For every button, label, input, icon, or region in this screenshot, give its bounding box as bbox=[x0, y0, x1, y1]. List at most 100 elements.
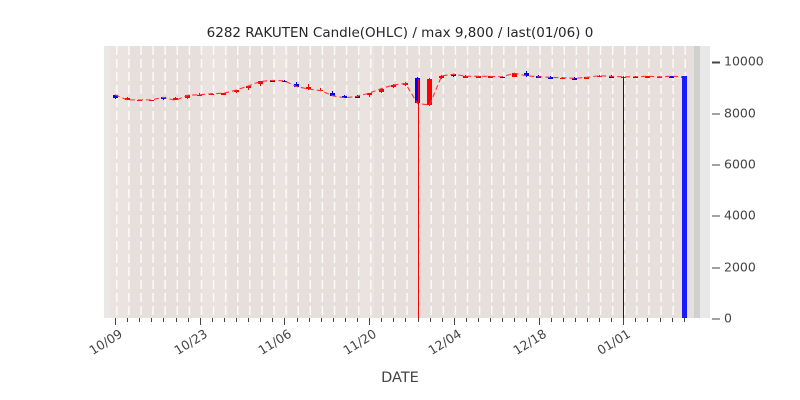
candle-body bbox=[342, 96, 348, 98]
x-axis-minor-tick bbox=[417, 318, 419, 322]
candle-body bbox=[608, 76, 614, 78]
x-axis-major-tick bbox=[369, 318, 371, 325]
shade-band bbox=[202, 46, 228, 318]
y-tick-text: 2000 bbox=[724, 259, 756, 275]
candle-body bbox=[463, 76, 469, 78]
red-vertical-marker bbox=[417, 79, 419, 318]
y-tick-text: 10000 bbox=[724, 53, 764, 69]
y-axis-tick-label: 4000 bbox=[712, 208, 756, 223]
candle-wick bbox=[320, 87, 322, 92]
candle-body bbox=[269, 80, 275, 82]
x-axis-minor-tick bbox=[223, 318, 225, 322]
x-axis-minor-tick bbox=[332, 318, 334, 322]
candle-body bbox=[560, 77, 566, 80]
x-axis-minor-tick bbox=[586, 318, 588, 322]
y-axis-tick-label: 2000 bbox=[712, 259, 756, 274]
candle-body bbox=[233, 90, 239, 93]
candle-body bbox=[136, 99, 142, 102]
left-gutter-band bbox=[104, 46, 110, 318]
y-tick-mark bbox=[712, 113, 720, 115]
right-gutter-band bbox=[700, 46, 710, 318]
candle-body bbox=[487, 76, 493, 78]
x-axis-tick-label: 11/20 bbox=[340, 326, 380, 358]
gridline-dash-mask bbox=[104, 46, 710, 318]
y-tick-text: 4000 bbox=[724, 207, 756, 223]
x-axis-minor-tick bbox=[405, 318, 407, 322]
x-axis-minor-tick bbox=[429, 318, 431, 322]
x-axis-tick-label: 11/06 bbox=[255, 326, 295, 358]
candle-body bbox=[221, 93, 227, 95]
candle-body bbox=[390, 85, 396, 88]
plot-area bbox=[104, 46, 710, 318]
x-axis-minor-tick bbox=[163, 318, 165, 322]
candle-body bbox=[511, 73, 517, 77]
y-axis-tick-label: 10000 bbox=[712, 54, 764, 69]
x-axis-minor-tick bbox=[236, 318, 237, 322]
candle-body bbox=[439, 75, 445, 78]
candle-body bbox=[523, 72, 529, 76]
candle-body bbox=[572, 78, 578, 80]
candle-body bbox=[197, 94, 203, 97]
candle-body bbox=[245, 86, 251, 89]
candle-body bbox=[427, 79, 433, 105]
y-axis-tick-label: 0 bbox=[712, 311, 732, 326]
x-axis-tick-label: 12/04 bbox=[425, 326, 464, 358]
x-axis-minor-tick bbox=[562, 318, 564, 322]
x-axis-minor-tick bbox=[308, 318, 310, 322]
x-axis-minor-tick bbox=[550, 318, 552, 322]
blue-vertical-marker bbox=[623, 76, 625, 318]
x-axis-minor-tick bbox=[127, 318, 129, 322]
x-axis-minor-tick bbox=[683, 318, 685, 322]
x-axis-tick-label: 10/09 bbox=[86, 326, 125, 358]
x-axis-label: DATE bbox=[381, 370, 419, 386]
candle-wick bbox=[622, 75, 624, 78]
x-axis-minor-tick bbox=[139, 318, 141, 322]
x-axis-minor-tick bbox=[187, 318, 189, 322]
x-axis-minor-tick bbox=[671, 318, 673, 322]
candle-body bbox=[185, 95, 191, 99]
y-axis-tick-label: 6000 bbox=[712, 157, 756, 172]
x-axis-minor-tick bbox=[151, 318, 153, 322]
candle-body bbox=[596, 75, 602, 78]
candle-body bbox=[366, 93, 372, 96]
candle-body bbox=[173, 98, 178, 101]
candle-body bbox=[148, 99, 154, 102]
x-axis-minor-tick bbox=[381, 318, 383, 322]
shade-band bbox=[274, 46, 288, 318]
candle-body bbox=[294, 83, 299, 87]
candle-body bbox=[354, 96, 360, 98]
candle-body bbox=[112, 94, 118, 98]
close-trend-line bbox=[114, 72, 684, 106]
y-tick-mark bbox=[712, 61, 720, 64]
right-gutter-band-dark bbox=[694, 46, 700, 318]
x-axis-tick-label: 01/01 bbox=[594, 326, 634, 358]
x-axis-minor-tick bbox=[478, 318, 479, 322]
x-axis-major-tick bbox=[453, 318, 455, 325]
shade-band bbox=[360, 46, 374, 318]
x-axis-minor-tick bbox=[260, 318, 262, 322]
y-tick-mark bbox=[712, 267, 720, 269]
x-axis-minor-tick bbox=[502, 318, 504, 322]
candle-wick bbox=[550, 76, 552, 78]
x-axis-major-tick bbox=[538, 318, 540, 325]
x-axis-minor-tick bbox=[296, 318, 298, 322]
candle-body bbox=[330, 93, 336, 96]
x-axis-minor-tick bbox=[211, 318, 213, 322]
candle-body bbox=[160, 97, 166, 100]
trend-polyline bbox=[114, 72, 684, 106]
candle-body bbox=[281, 80, 287, 83]
y-axis-tick-label: 8000 bbox=[712, 105, 756, 120]
candle-body bbox=[657, 76, 662, 79]
candle-body bbox=[669, 76, 675, 78]
candle-wick bbox=[574, 77, 576, 79]
y-tick-text: 6000 bbox=[724, 156, 756, 172]
y-tick-mark bbox=[712, 318, 720, 320]
x-axis-minor-tick bbox=[465, 318, 467, 322]
y-tick-mark bbox=[712, 164, 720, 166]
x-axis-minor-tick bbox=[393, 318, 395, 322]
x-axis-minor-tick bbox=[611, 318, 613, 322]
candle-body bbox=[499, 76, 505, 79]
candle-body bbox=[632, 76, 638, 79]
x-axis-major-tick bbox=[199, 318, 201, 325]
